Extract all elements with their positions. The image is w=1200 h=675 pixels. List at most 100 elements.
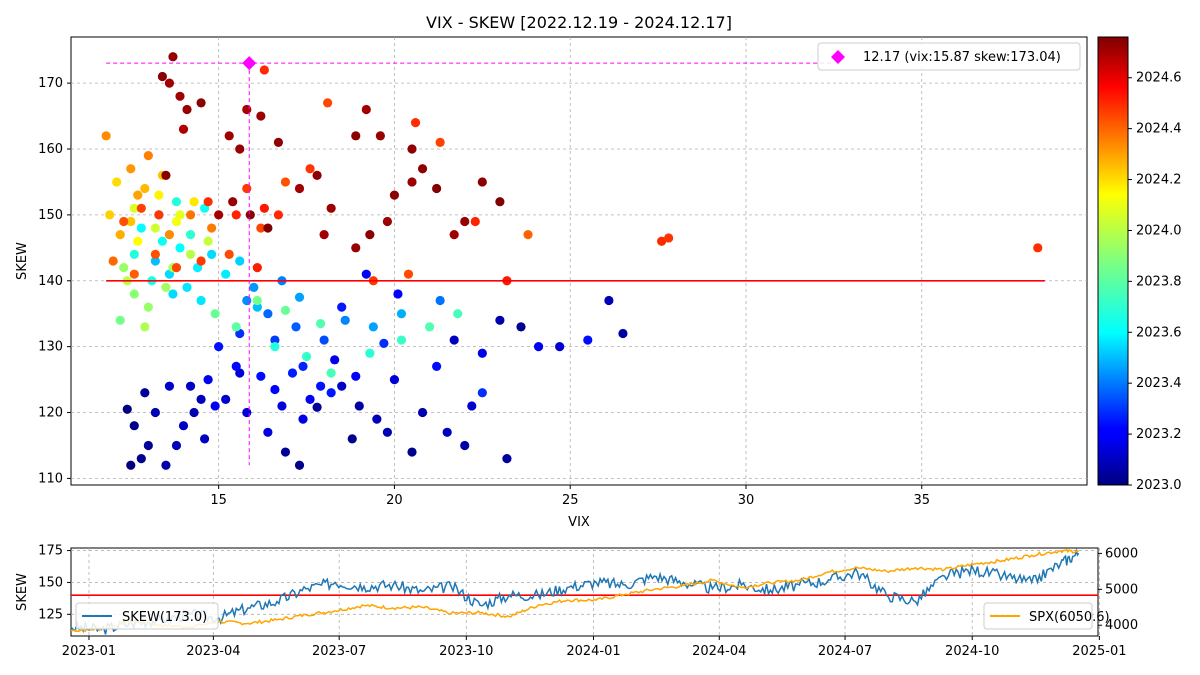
scatter-point	[280, 447, 291, 457]
scatter-point	[199, 434, 210, 444]
scatter-point	[379, 338, 389, 348]
y-tick-label: 150	[38, 208, 63, 223]
scatter-point	[189, 197, 199, 207]
y-tick-label: 110	[38, 471, 63, 486]
scatter-point	[460, 440, 470, 451]
colorbar-tick-label: 2024.4	[1136, 122, 1182, 137]
scatter-point	[287, 368, 298, 378]
scatter-point	[235, 256, 245, 266]
scatter-point	[164, 381, 175, 391]
scatter-point	[263, 309, 273, 319]
colorbar-tick-label: 2024.6	[1136, 71, 1182, 86]
ts-x-tick-label: 2023-01	[62, 644, 116, 659]
scatter-point	[449, 230, 459, 240]
scatter-point	[112, 177, 122, 187]
timeseries-legend-right: SPX(6050.6)	[983, 602, 1110, 630]
ts-x-tick-label: 2024-10	[945, 644, 999, 659]
scatter-point	[277, 401, 287, 411]
scatter-point	[347, 434, 357, 444]
scatter-x-label: VIX	[568, 515, 590, 530]
scatter-point	[270, 335, 280, 345]
scatter-point	[133, 190, 143, 200]
scatter-point	[396, 335, 407, 345]
scatter-point	[361, 269, 371, 279]
scatter-point	[115, 230, 125, 240]
ts-y2-tick-label: 4000	[1105, 618, 1138, 633]
scatter-point	[410, 118, 421, 128]
x-tick-label: 15	[210, 493, 227, 508]
timeseries-legend-right-box	[983, 602, 1093, 630]
scatter-point	[252, 295, 262, 306]
colorbar-tick-label: 2023.4	[1136, 376, 1182, 391]
scatter-point	[171, 262, 182, 273]
scatter-point	[453, 309, 463, 319]
scatter-point	[583, 335, 593, 345]
scatter-point	[312, 170, 322, 180]
scatter-point	[140, 388, 150, 398]
scatter-point	[291, 322, 301, 332]
scatter-point	[231, 210, 241, 220]
scatter-point	[351, 371, 361, 381]
ts-y2-tick-label: 5000	[1105, 582, 1138, 597]
scatter-point	[435, 137, 445, 148]
scatter-point	[171, 216, 182, 227]
scatter-point	[432, 183, 442, 194]
x-tick-label: 20	[386, 493, 403, 508]
scatter-point	[467, 401, 477, 411]
scatter-point	[319, 335, 329, 345]
scatter-point	[133, 236, 143, 246]
scatter-point	[533, 342, 544, 352]
scatter-point	[210, 401, 220, 411]
scatter-point	[136, 223, 146, 233]
scatter-point	[185, 230, 196, 240]
ts-y-tick-label: 150	[38, 575, 63, 590]
colorbar-gradient	[1097, 36, 1129, 486]
scatter-point	[365, 230, 375, 240]
scatter-point	[119, 216, 129, 227]
scatter-point	[294, 460, 305, 470]
scatter-point	[224, 131, 234, 141]
scatter-point	[523, 230, 533, 240]
scatter-point	[157, 236, 168, 246]
scatter-point	[129, 249, 139, 260]
scatter-point	[298, 414, 308, 424]
ts-x-tick-label: 2023-04	[186, 644, 240, 659]
scatter-reference-lines	[106, 56, 1045, 466]
scatter-point	[235, 144, 245, 154]
scatter-point	[224, 249, 234, 260]
scatter-point	[495, 197, 505, 207]
scatter-y-label: SKEW	[15, 242, 30, 280]
scatter-point	[196, 295, 206, 306]
scatter-point	[372, 414, 382, 424]
scatter-point	[618, 328, 628, 339]
scatter-point	[305, 164, 315, 174]
scatter-point	[256, 223, 266, 233]
scatter-point	[245, 210, 255, 220]
scatter-point	[150, 223, 160, 233]
scatter-point	[203, 197, 213, 207]
scatter-point	[157, 71, 168, 82]
scatter-point	[340, 315, 350, 325]
y-tick-label: 170	[38, 76, 63, 91]
scatter-point	[477, 388, 487, 398]
scatter-point	[389, 374, 400, 385]
scatter-point	[361, 104, 371, 115]
scatter-point	[161, 282, 171, 292]
scatter-point	[368, 322, 378, 332]
scatter-point	[294, 183, 305, 194]
ts-x-tick-label: 2025-01	[1072, 644, 1126, 659]
y-tick-label: 160	[38, 142, 63, 157]
scatter-point	[154, 210, 164, 220]
scatter-point	[316, 318, 326, 329]
scatter-point	[129, 289, 139, 299]
scatter-legend-box	[817, 42, 1081, 71]
scatter-point	[171, 197, 182, 207]
scatter-point	[657, 236, 667, 246]
scatter-point	[126, 216, 136, 227]
scatter-point	[432, 361, 442, 372]
scatter-point	[407, 144, 417, 154]
scatter-point	[214, 210, 224, 220]
ts-x-tick-label: 2024-04	[692, 644, 746, 659]
scatter-point	[280, 305, 291, 316]
scatter-point	[164, 78, 175, 88]
